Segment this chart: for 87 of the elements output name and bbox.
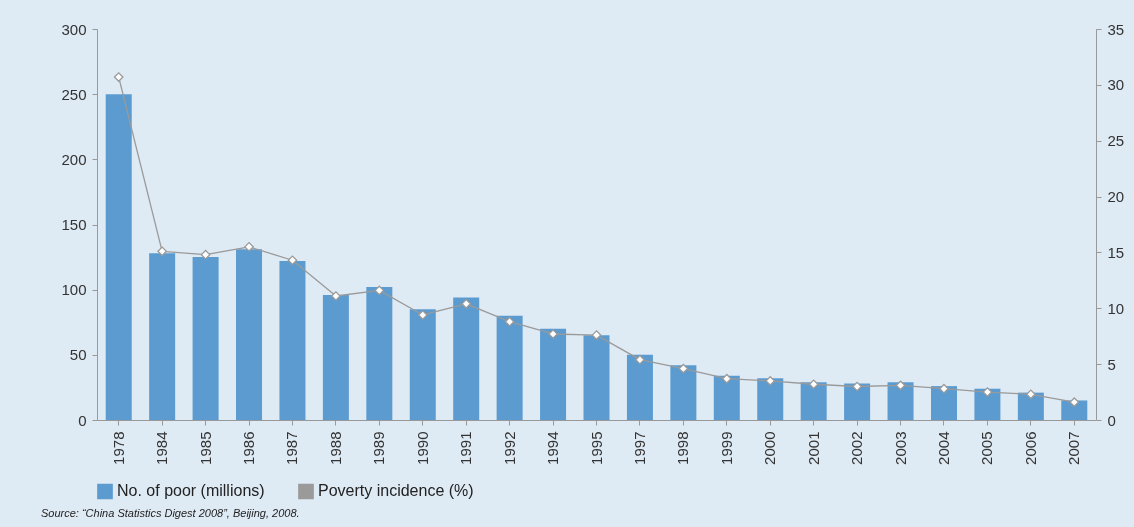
x-tick-label: 1984 <box>153 431 171 465</box>
x-tick-label: 1994 <box>544 431 562 465</box>
point <box>461 298 472 309</box>
x-tick-label: 2000 <box>761 431 779 465</box>
bar <box>757 378 784 420</box>
point <box>635 354 645 365</box>
bar <box>322 294 349 420</box>
point <box>982 387 993 397</box>
point <box>1026 389 1036 400</box>
bar <box>1017 392 1044 420</box>
point <box>287 255 298 266</box>
bar <box>279 260 306 420</box>
legend-label: Poverty incidence (%) <box>318 482 474 500</box>
bar <box>236 249 263 420</box>
point <box>113 72 124 82</box>
y2-tick-label: 25 <box>1107 132 1125 150</box>
x-tick-label: 1997 <box>630 431 648 465</box>
point <box>1069 397 1080 407</box>
bar <box>149 253 176 420</box>
x-tick-label: 1987 <box>283 431 301 465</box>
legend-label: No. of poor (millions) <box>117 482 265 500</box>
x-tick-label: 1991 <box>457 431 475 465</box>
x-tick-label: 2001 <box>804 431 822 465</box>
x-tick-label: 1988 <box>326 431 344 465</box>
bar <box>366 287 393 420</box>
point <box>374 285 385 296</box>
y-tick-label: 250 <box>61 85 87 103</box>
bar <box>626 354 653 420</box>
x-tick-label: 1985 <box>196 431 214 465</box>
y2-tick-label: 30 <box>1107 76 1125 94</box>
x-tick-label: 1999 <box>717 431 735 465</box>
bar <box>974 388 1001 420</box>
bar <box>583 335 610 420</box>
point <box>244 242 254 252</box>
x-tick-label: 1990 <box>413 431 431 465</box>
y2-tick-label: 15 <box>1107 243 1125 261</box>
x-tick-label: 2006 <box>1021 431 1039 465</box>
x-tick-label: 2003 <box>891 431 909 465</box>
point <box>678 363 689 374</box>
bar <box>192 257 219 420</box>
bar <box>540 328 567 420</box>
y2-tick-label: 5 <box>1107 355 1116 373</box>
bar <box>670 365 697 420</box>
x-tick-label: 2002 <box>848 431 866 465</box>
bar <box>409 309 436 420</box>
bar <box>844 383 871 420</box>
point <box>504 316 515 327</box>
bar <box>453 297 480 420</box>
bar <box>930 386 957 420</box>
point <box>721 373 732 384</box>
x-tick-label: 1978 <box>109 431 127 465</box>
bar <box>800 382 827 420</box>
x-tick-label: 1986 <box>240 431 258 465</box>
y2-tick-label: 0 <box>1107 411 1116 429</box>
x-tick-label: 1995 <box>587 431 605 465</box>
y-tick-label: 150 <box>61 216 87 233</box>
x-tick-label: 2005 <box>978 431 996 465</box>
x-tick-label: 1992 <box>500 431 518 465</box>
y-tick-label: 100 <box>61 281 87 299</box>
point <box>852 381 862 392</box>
x-tick-label: 2004 <box>934 431 952 465</box>
point <box>895 380 906 391</box>
point <box>765 376 776 386</box>
y2-tick-label: 10 <box>1107 299 1125 317</box>
y2-tick-label: 20 <box>1107 188 1125 206</box>
point <box>939 383 949 394</box>
source-note: Source: “China Statistics Digest 2008”, Beijing, 2008. <box>40 507 300 519</box>
y2-tick-label: 35 <box>1107 20 1125 38</box>
point <box>591 330 602 340</box>
point <box>200 249 211 260</box>
bar <box>713 375 740 420</box>
y-tick-label: 0 <box>78 411 87 429</box>
x-tick-label: 1998 <box>674 431 692 465</box>
bar <box>105 94 132 420</box>
bar <box>1061 400 1088 420</box>
point <box>157 246 167 257</box>
point <box>808 379 819 390</box>
x-tick-label: 2007 <box>1065 431 1083 465</box>
point <box>548 329 558 339</box>
bar <box>887 382 914 420</box>
x-tick-label: 1989 <box>370 431 388 465</box>
bar <box>496 315 523 420</box>
point <box>417 310 428 320</box>
y-tick-label: 300 <box>61 20 87 38</box>
y-tick-label: 200 <box>61 150 87 168</box>
y-tick-label: 50 <box>69 346 87 364</box>
point <box>331 291 341 301</box>
